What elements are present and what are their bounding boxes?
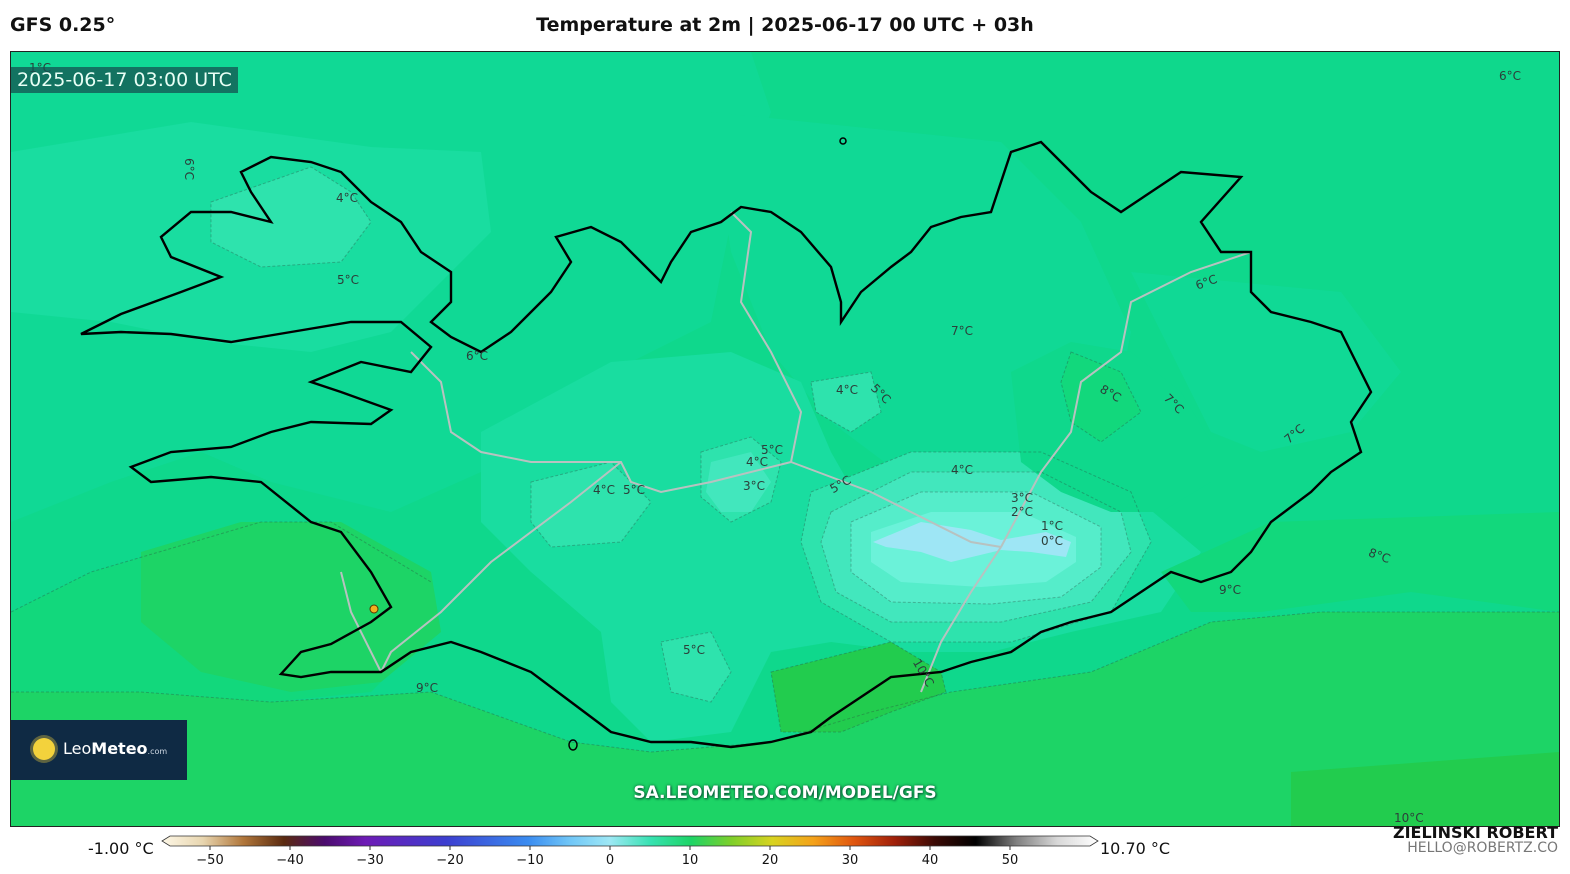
contour-label: 6°C bbox=[1499, 69, 1521, 83]
field-10c-south bbox=[771, 642, 946, 732]
contour-label: 0°C bbox=[1041, 534, 1063, 548]
model-name: GFS 0.25° bbox=[10, 14, 116, 36]
contour-label: 1°C bbox=[1041, 519, 1063, 533]
island-dot-north bbox=[839, 137, 847, 145]
logo-text: LeoMeteo.com bbox=[63, 739, 168, 758]
contour-label: 5°C bbox=[623, 483, 645, 497]
author-email[interactable]: HELLO@ROBERTZ.CO bbox=[1407, 840, 1558, 856]
site-watermark[interactable]: SA.LEOMETEO.COM/MODEL/GFS bbox=[633, 783, 937, 803]
temperature-map[interactable]: 1°C6°C6°C4°C5°C6°C7°C4°C5°C5°C4°C4°C5°C3… bbox=[10, 51, 1560, 827]
contour-label: 5°C bbox=[761, 443, 783, 457]
field-4c-north bbox=[811, 372, 881, 432]
contour-label: 6°C bbox=[466, 349, 488, 363]
colorbar-tick-label: 20 bbox=[762, 853, 779, 868]
colorbar-tick-label: 10 bbox=[682, 853, 699, 868]
colorbar-min-label: -1.00 °C bbox=[88, 839, 154, 858]
contour-label: 9°C bbox=[416, 681, 438, 695]
map-canvas: 1°C6°C6°C4°C5°C6°C7°C4°C5°C5°C4°C4°C5°C3… bbox=[11, 52, 1559, 826]
sun-icon bbox=[33, 738, 55, 760]
colorbar-tick-label: 30 bbox=[842, 853, 859, 868]
colorbar: −50 −40 −30 −20 −10 0 10 20 30 40 50 bbox=[161, 835, 1099, 868]
contour-label: 3°C bbox=[1011, 491, 1033, 505]
field-6c-east bbox=[1131, 272, 1401, 452]
contour-label: 4°C bbox=[836, 383, 858, 397]
contour-label: 4°C bbox=[593, 483, 615, 497]
leometeo-logo[interactable]: LeoMeteo.com bbox=[11, 720, 187, 780]
valid-time-badge: 2025-06-17 03:00 UTC bbox=[11, 67, 238, 93]
field-4c-central bbox=[531, 462, 651, 547]
field-3c-central bbox=[706, 452, 771, 512]
field-8c-east bbox=[1061, 352, 1141, 442]
colorbar-tick-label: −20 bbox=[436, 853, 463, 868]
field-4c-south bbox=[661, 632, 731, 702]
colorbar-tick-label: 50 bbox=[1002, 853, 1019, 868]
field-9c-south bbox=[11, 612, 1559, 826]
colorbar-tick-label: −40 bbox=[276, 853, 303, 868]
contour-label: 5°C bbox=[683, 643, 705, 657]
colorbar-tick-label: −10 bbox=[516, 853, 543, 868]
city-marker bbox=[369, 604, 379, 614]
colorbar-tick-label: −30 bbox=[356, 853, 383, 868]
contour-label: 6°C bbox=[182, 158, 196, 180]
island-dot bbox=[568, 739, 578, 751]
colorbar-max-label: 10.70 °C bbox=[1100, 839, 1171, 858]
colorbar-gradient bbox=[161, 835, 1099, 847]
contour-label: 3°C bbox=[743, 479, 765, 493]
contour-label: 10°C bbox=[1394, 811, 1424, 825]
colorbar-tick-label: −50 bbox=[196, 853, 223, 868]
contour-label: 9°C bbox=[1219, 583, 1241, 597]
contour-label: 4°C bbox=[951, 463, 973, 477]
colorbar-tick-label: 40 bbox=[922, 853, 939, 868]
field-10c-sea bbox=[1291, 752, 1559, 826]
contour-label: 4°C bbox=[336, 191, 358, 205]
contour-label: 5°C bbox=[337, 273, 359, 287]
coastline-iceland bbox=[80, 140, 1373, 749]
colorbar-tick-label: 0 bbox=[606, 853, 614, 868]
contour-label: 2°C bbox=[1011, 505, 1033, 519]
author-name: ZIELINSKI ROBERT bbox=[1392, 823, 1558, 842]
contour-label: 4°C bbox=[746, 455, 768, 469]
map-title: Temperature at 2m | 2025-06-17 00 UTC + … bbox=[536, 14, 1034, 36]
road-network bbox=[340, 211, 1252, 693]
contour-label: 7°C bbox=[951, 324, 973, 338]
